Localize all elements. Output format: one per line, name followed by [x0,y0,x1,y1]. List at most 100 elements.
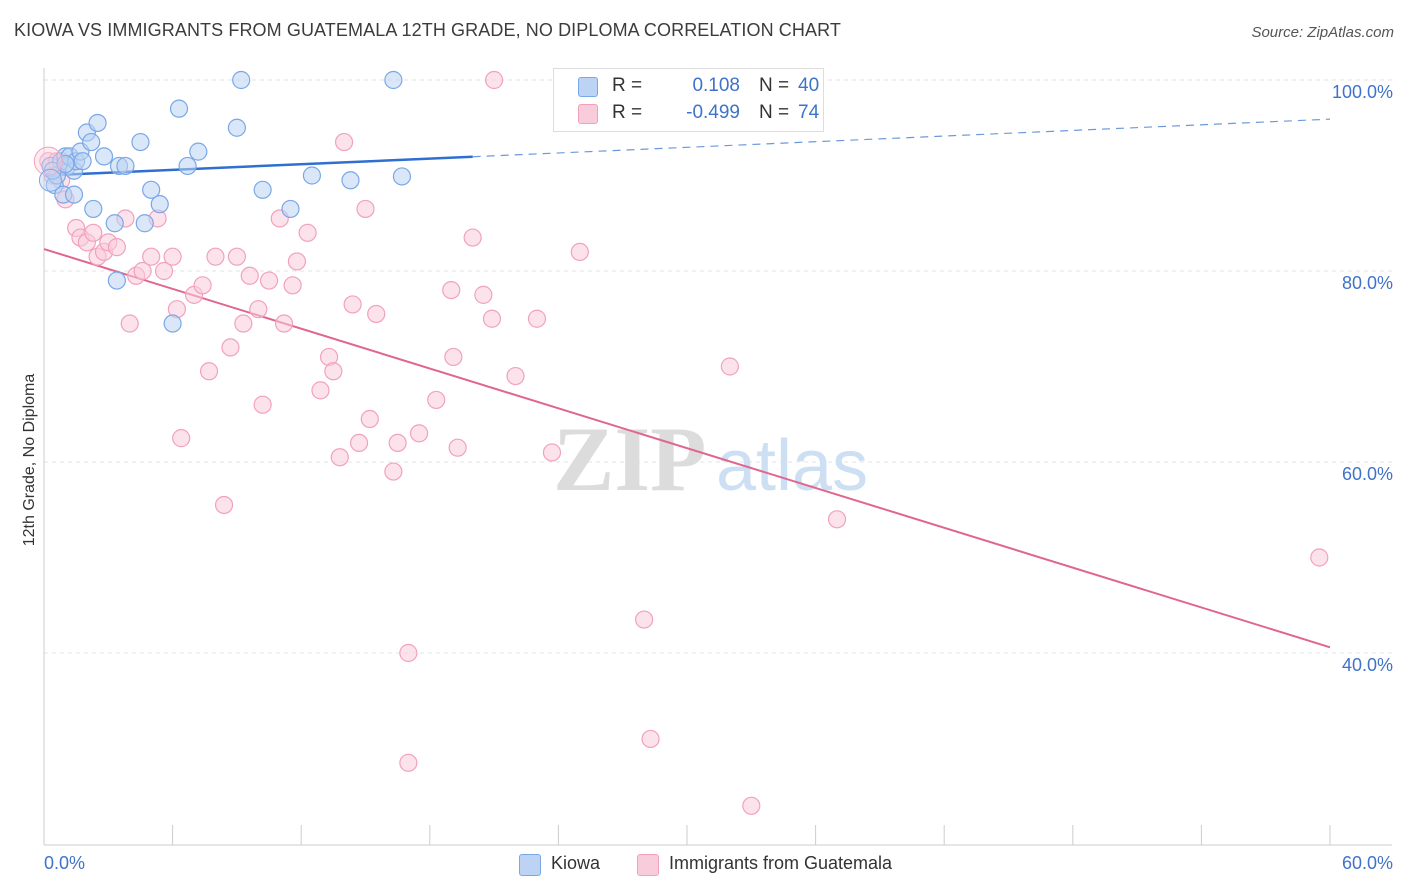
point-guatemala [463,228,482,247]
point-guatemala [249,300,268,319]
point-guatemala [742,796,761,815]
point-kiowa [94,147,114,166]
point-kiowa [232,70,251,90]
point-kiowa [135,214,154,233]
point-guatemala [298,223,317,242]
point-kiowa [150,195,169,214]
point-guatemala [133,261,152,281]
point-guatemala [1310,548,1329,567]
point-guatemala [399,753,418,772]
legend-label-kiowa: Kiowa [551,853,601,873]
point-guatemala [274,314,294,333]
point-guatemala [360,409,379,429]
point-guatemala [259,271,279,290]
point-guatemala [324,362,343,381]
point-guatemala [234,314,253,333]
point-kiowa [116,156,135,176]
point-kiowa [73,152,92,171]
point-guatemala [570,242,589,261]
point-guatemala [474,285,493,304]
point-guatemala [193,276,212,295]
data-points [33,70,1329,815]
point-guatemala [442,281,461,300]
point-guatemala [283,276,302,295]
point-guatemala [827,510,847,529]
legend-swatch-kiowa [519,854,541,876]
point-guatemala [199,362,219,381]
source-label: Source: ZipAtlas.com [1251,24,1394,41]
x-tick-label: 60.0% [1342,853,1393,873]
y-tick-label: 40.0% [1342,655,1393,675]
point-guatemala [720,357,739,376]
point-kiowa [107,271,126,290]
point-guatemala [107,238,126,257]
point-guatemala [444,347,463,367]
point-guatemala [142,247,161,266]
point-guatemala [399,643,418,663]
y-tick-label: 80.0% [1342,273,1393,293]
chart-title: KIOWA VS IMMIGRANTS FROM GUATEMALA 12TH … [14,20,841,40]
trend-line-guatemala [43,248,1331,649]
point-guatemala [33,146,63,176]
watermark: ZIP atlas [553,408,868,510]
point-guatemala [641,729,660,749]
point-guatemala [482,309,502,328]
legend-label-guatemala: Immigrants from Guatemala [669,853,893,873]
point-kiowa [82,132,101,152]
legend-r-label: R = [612,75,643,96]
point-guatemala [635,610,654,629]
point-guatemala [120,314,139,333]
point-guatemala [448,438,467,457]
point-guatemala [206,247,225,266]
point-guatemala [84,223,103,242]
point-guatemala [214,495,234,515]
point-guatemala [330,448,349,467]
point-guatemala [154,261,174,281]
point-guatemala [349,433,369,452]
y-axis-label: 12th Grade, No Diploma [21,373,38,547]
y-tick-label: 100.0% [1332,82,1393,102]
trend-lines [43,118,1331,649]
point-kiowa [341,171,360,190]
legend-n-label: N = [759,102,790,123]
legend-n-label: N = [759,75,790,96]
point-guatemala [388,433,407,452]
point-kiowa [38,168,62,192]
legend-swatch-guatemala [578,104,598,124]
point-kiowa [384,70,403,90]
point-guatemala [311,381,330,400]
point-guatemala [527,309,547,328]
point-kiowa [281,199,300,219]
point-guatemala [163,247,182,266]
legend-r-value: 0.108 [692,75,740,96]
y-tick-label: 60.0% [1342,464,1393,484]
point-guatemala [356,199,375,219]
tick-labels: 100.0% 80.0% 60.0% 40.0% 0.0% 60.0% [44,82,1393,873]
point-guatemala [506,366,525,386]
point-kiowa [142,180,161,199]
point-guatemala [334,132,354,152]
legend-swatch-kiowa [578,77,598,97]
axes [43,68,1392,846]
point-guatemala [485,70,504,90]
point-kiowa [105,214,124,233]
point-kiowa [169,99,189,118]
legend-swatch-guatemala [637,854,659,876]
point-kiowa [64,185,84,204]
point-kiowa [189,142,208,161]
point-kiowa [88,113,107,133]
correlation-legend: R = 0.108 N = 40 R = -0.499 N = 74 [553,68,824,132]
point-guatemala [172,429,191,448]
point-kiowa [163,314,182,333]
point-kiowa [302,166,322,185]
point-guatemala [427,390,446,410]
x-tick-label: 0.0% [44,853,85,873]
point-kiowa [178,156,197,176]
point-guatemala [384,462,403,481]
point-guatemala [343,295,362,314]
point-kiowa [392,167,412,186]
point-kiowa [253,180,272,199]
legend-n-value: 74 [798,102,820,123]
legend-r-value: -0.499 [686,102,740,123]
